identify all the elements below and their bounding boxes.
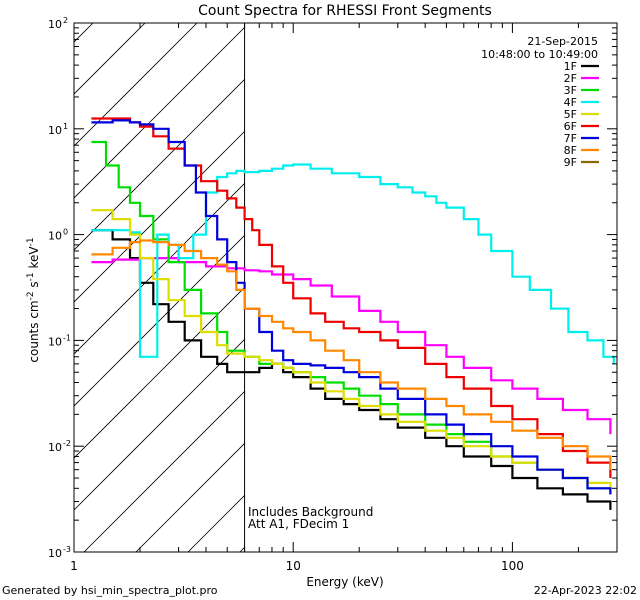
x-tick-label: 100: [501, 559, 524, 573]
y-axis-label: counts cm-2 s-1 keV-1: [26, 237, 41, 362]
hatch-line: [74, 23, 94, 43]
time-range-label: 10:48:00 to 10:49:00: [481, 48, 598, 61]
y-tick-label: 102: [48, 16, 68, 31]
y-axis-ticks: 102 101 100 10-1 10-2 10-3: [48, 16, 617, 560]
x-axis-label: Energy (keV): [306, 575, 383, 589]
chart-title: Count Spectra for RHESSI Front Segments: [198, 3, 492, 19]
series-line-5F: [91, 209, 612, 489]
legend-label-2F: 2F: [564, 72, 577, 85]
hatch-line: [74, 23, 198, 147]
hatch-line: [74, 23, 302, 251]
y-tick-label: 100: [48, 228, 68, 243]
hatch-line: [74, 23, 250, 199]
legend-label-3F: 3F: [564, 84, 577, 97]
series-group: [91, 117, 615, 510]
y-tick-label: 101: [48, 122, 68, 137]
legend-label-4F: 4F: [564, 96, 577, 109]
series-line-2F: [91, 257, 612, 435]
date-label: 21-Sep-2015: [527, 35, 598, 48]
legend-label-8F: 8F: [564, 144, 577, 157]
annotation-attenuator: Att A1, FDecim 1: [248, 517, 349, 531]
hatch-line: [0, 0, 12, 560]
annotation-background: Includes Background: [248, 505, 373, 519]
series-line-7F: [91, 119, 612, 495]
legend-label-6F: 6F: [564, 120, 577, 133]
legend-label-1F: 1F: [564, 60, 577, 73]
hatch-line: [74, 23, 146, 95]
y-tick-label: 10-2: [48, 439, 71, 454]
series-line-4F: [91, 163, 615, 364]
y-tick-label: 10-3: [48, 545, 71, 560]
footer-timestamp: 22-Apr-2023 22:02: [534, 584, 637, 597]
series-line-8F: [91, 239, 612, 470]
plot-frame: [73, 22, 618, 553]
legend-label-9F: 9F: [564, 156, 577, 169]
hatch-mask: [244, 23, 617, 552]
y-tick-label: 10-1: [48, 333, 71, 348]
footer-generated-by: Generated by hsi_min_spectra_plot.pro: [2, 584, 218, 597]
legend-label-5F: 5F: [564, 108, 577, 121]
x-tick-label: 1: [70, 559, 78, 573]
x-axis-ticks: 1 10 100: [70, 23, 618, 573]
hatched-region: [0, 0, 617, 560]
x-tick-label: 10: [286, 559, 301, 573]
legend-label-7F: 7F: [564, 132, 577, 145]
